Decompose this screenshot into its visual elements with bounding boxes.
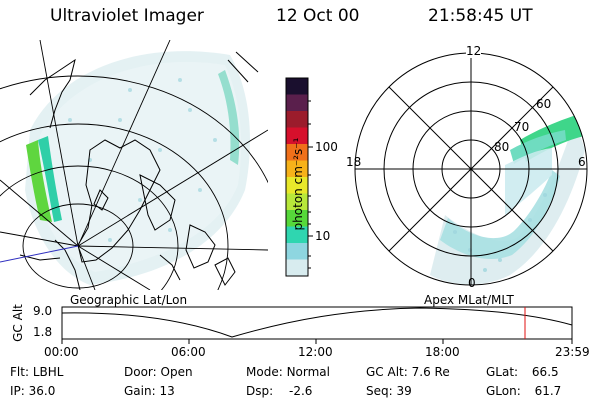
- lat-label-60: 60: [536, 97, 552, 111]
- mlt-label-6: 6: [578, 155, 586, 169]
- flt-label: Flt:: [10, 365, 29, 379]
- gcalt-field: GC Alt: 7.6 Re: [366, 365, 450, 379]
- colorbar-band: [286, 210, 308, 227]
- timeline-frame: [61, 306, 573, 340]
- colorbar-band: [286, 226, 308, 244]
- timeline-x-tick-1800: 18:00: [425, 345, 460, 359]
- glat-field: GLat: 66.5: [486, 365, 559, 379]
- time-label: 21:58:45 UT: [428, 6, 533, 26]
- door-value: Open: [160, 365, 193, 379]
- altitude-curve: [61, 307, 573, 338]
- altitude-timeline: [61, 306, 573, 344]
- lat-label-80: 80: [494, 140, 510, 154]
- colorbar-band: [286, 177, 308, 194]
- colorbar-band: [286, 259, 308, 277]
- colorbar: [286, 78, 308, 277]
- mode-field: Mode: Normal: [246, 365, 330, 379]
- timeline-y-tick-top: 9.0: [33, 304, 53, 318]
- latlon-grid: [0, 40, 268, 290]
- colorbar-frame: [285, 77, 309, 277]
- timeline-x-tick-1200: 12:00: [298, 345, 333, 359]
- dsp-label: Dsp:: [246, 384, 274, 398]
- colorbar-band: [286, 111, 308, 128]
- seq-field: Seq: 39: [366, 384, 412, 398]
- gcalt-label: GC Alt:: [366, 365, 408, 379]
- date-label: 12 Oct 00: [276, 6, 360, 26]
- ip-field: IP: 36.0: [10, 384, 55, 398]
- ip-value: 36.0: [28, 384, 56, 398]
- glon-value: 61.7: [534, 384, 562, 398]
- instrument-title: Ultraviolet Imager: [50, 6, 204, 26]
- lat-label-70: 70: [514, 120, 530, 134]
- colorbar-band: [286, 94, 308, 112]
- timeline-x-tick-0600: 06:00: [171, 345, 206, 359]
- dsp-field: Dsp: -2.6: [246, 384, 312, 398]
- colorbar-band: [286, 144, 308, 161]
- timeline-y-tick-bottom: 1.8: [33, 325, 53, 339]
- gain-field: Gain: 13: [124, 384, 175, 398]
- gain-value: 13: [159, 384, 175, 398]
- mode-value: Normal: [286, 365, 330, 379]
- gain-label: Gain:: [124, 384, 156, 398]
- left-panel-caption: Geographic Lat/Lon: [70, 293, 188, 307]
- geographic-map: [0, 40, 268, 290]
- mlt-label-12: 12: [466, 44, 482, 58]
- timeline-y-label: GC Alt: [11, 304, 25, 342]
- mode-label: Mode:: [246, 365, 283, 379]
- door-field: Door: Open: [124, 365, 193, 379]
- gcalt-value: 7.6 Re: [411, 365, 450, 379]
- dsp-value: -2.6: [288, 384, 313, 398]
- mlt-label-0: 0: [468, 276, 476, 290]
- colorbar-band: [286, 127, 308, 145]
- right-panel-caption: Apex MLat/MLT: [424, 293, 514, 307]
- glat-value: 66.5: [531, 365, 559, 379]
- flt-field: Flt: LBHL: [10, 365, 63, 379]
- timeline-x-tick-0000: 00:00: [44, 345, 79, 359]
- door-label: Door:: [124, 365, 157, 379]
- ip-label: IP:: [10, 384, 25, 398]
- seq-value: 39: [396, 384, 412, 398]
- flt-value: LBHL: [32, 365, 64, 379]
- colorbar-band: [286, 160, 308, 178]
- glon-field: GLon: 61.7: [486, 384, 561, 398]
- colorbar-tick-label-100: 100: [315, 140, 338, 154]
- colorbar-band: [286, 193, 308, 211]
- colorbar-band: [286, 243, 308, 260]
- auroral-oval-green: [26, 140, 52, 222]
- seq-label: Seq:: [366, 384, 393, 398]
- timeline-x-tick-2359: 23:59: [555, 345, 590, 359]
- colorbar-band: [286, 78, 308, 95]
- glon-label: GLon:: [486, 384, 521, 398]
- mlt-label-18: 18: [346, 155, 362, 169]
- colorbar-unit-label: photon cm⁻²s⁻¹: [291, 137, 305, 231]
- colorbar-tick-label-10: 10: [315, 229, 331, 243]
- glat-label: GLat:: [486, 365, 519, 379]
- polar-plot: [354, 52, 588, 286]
